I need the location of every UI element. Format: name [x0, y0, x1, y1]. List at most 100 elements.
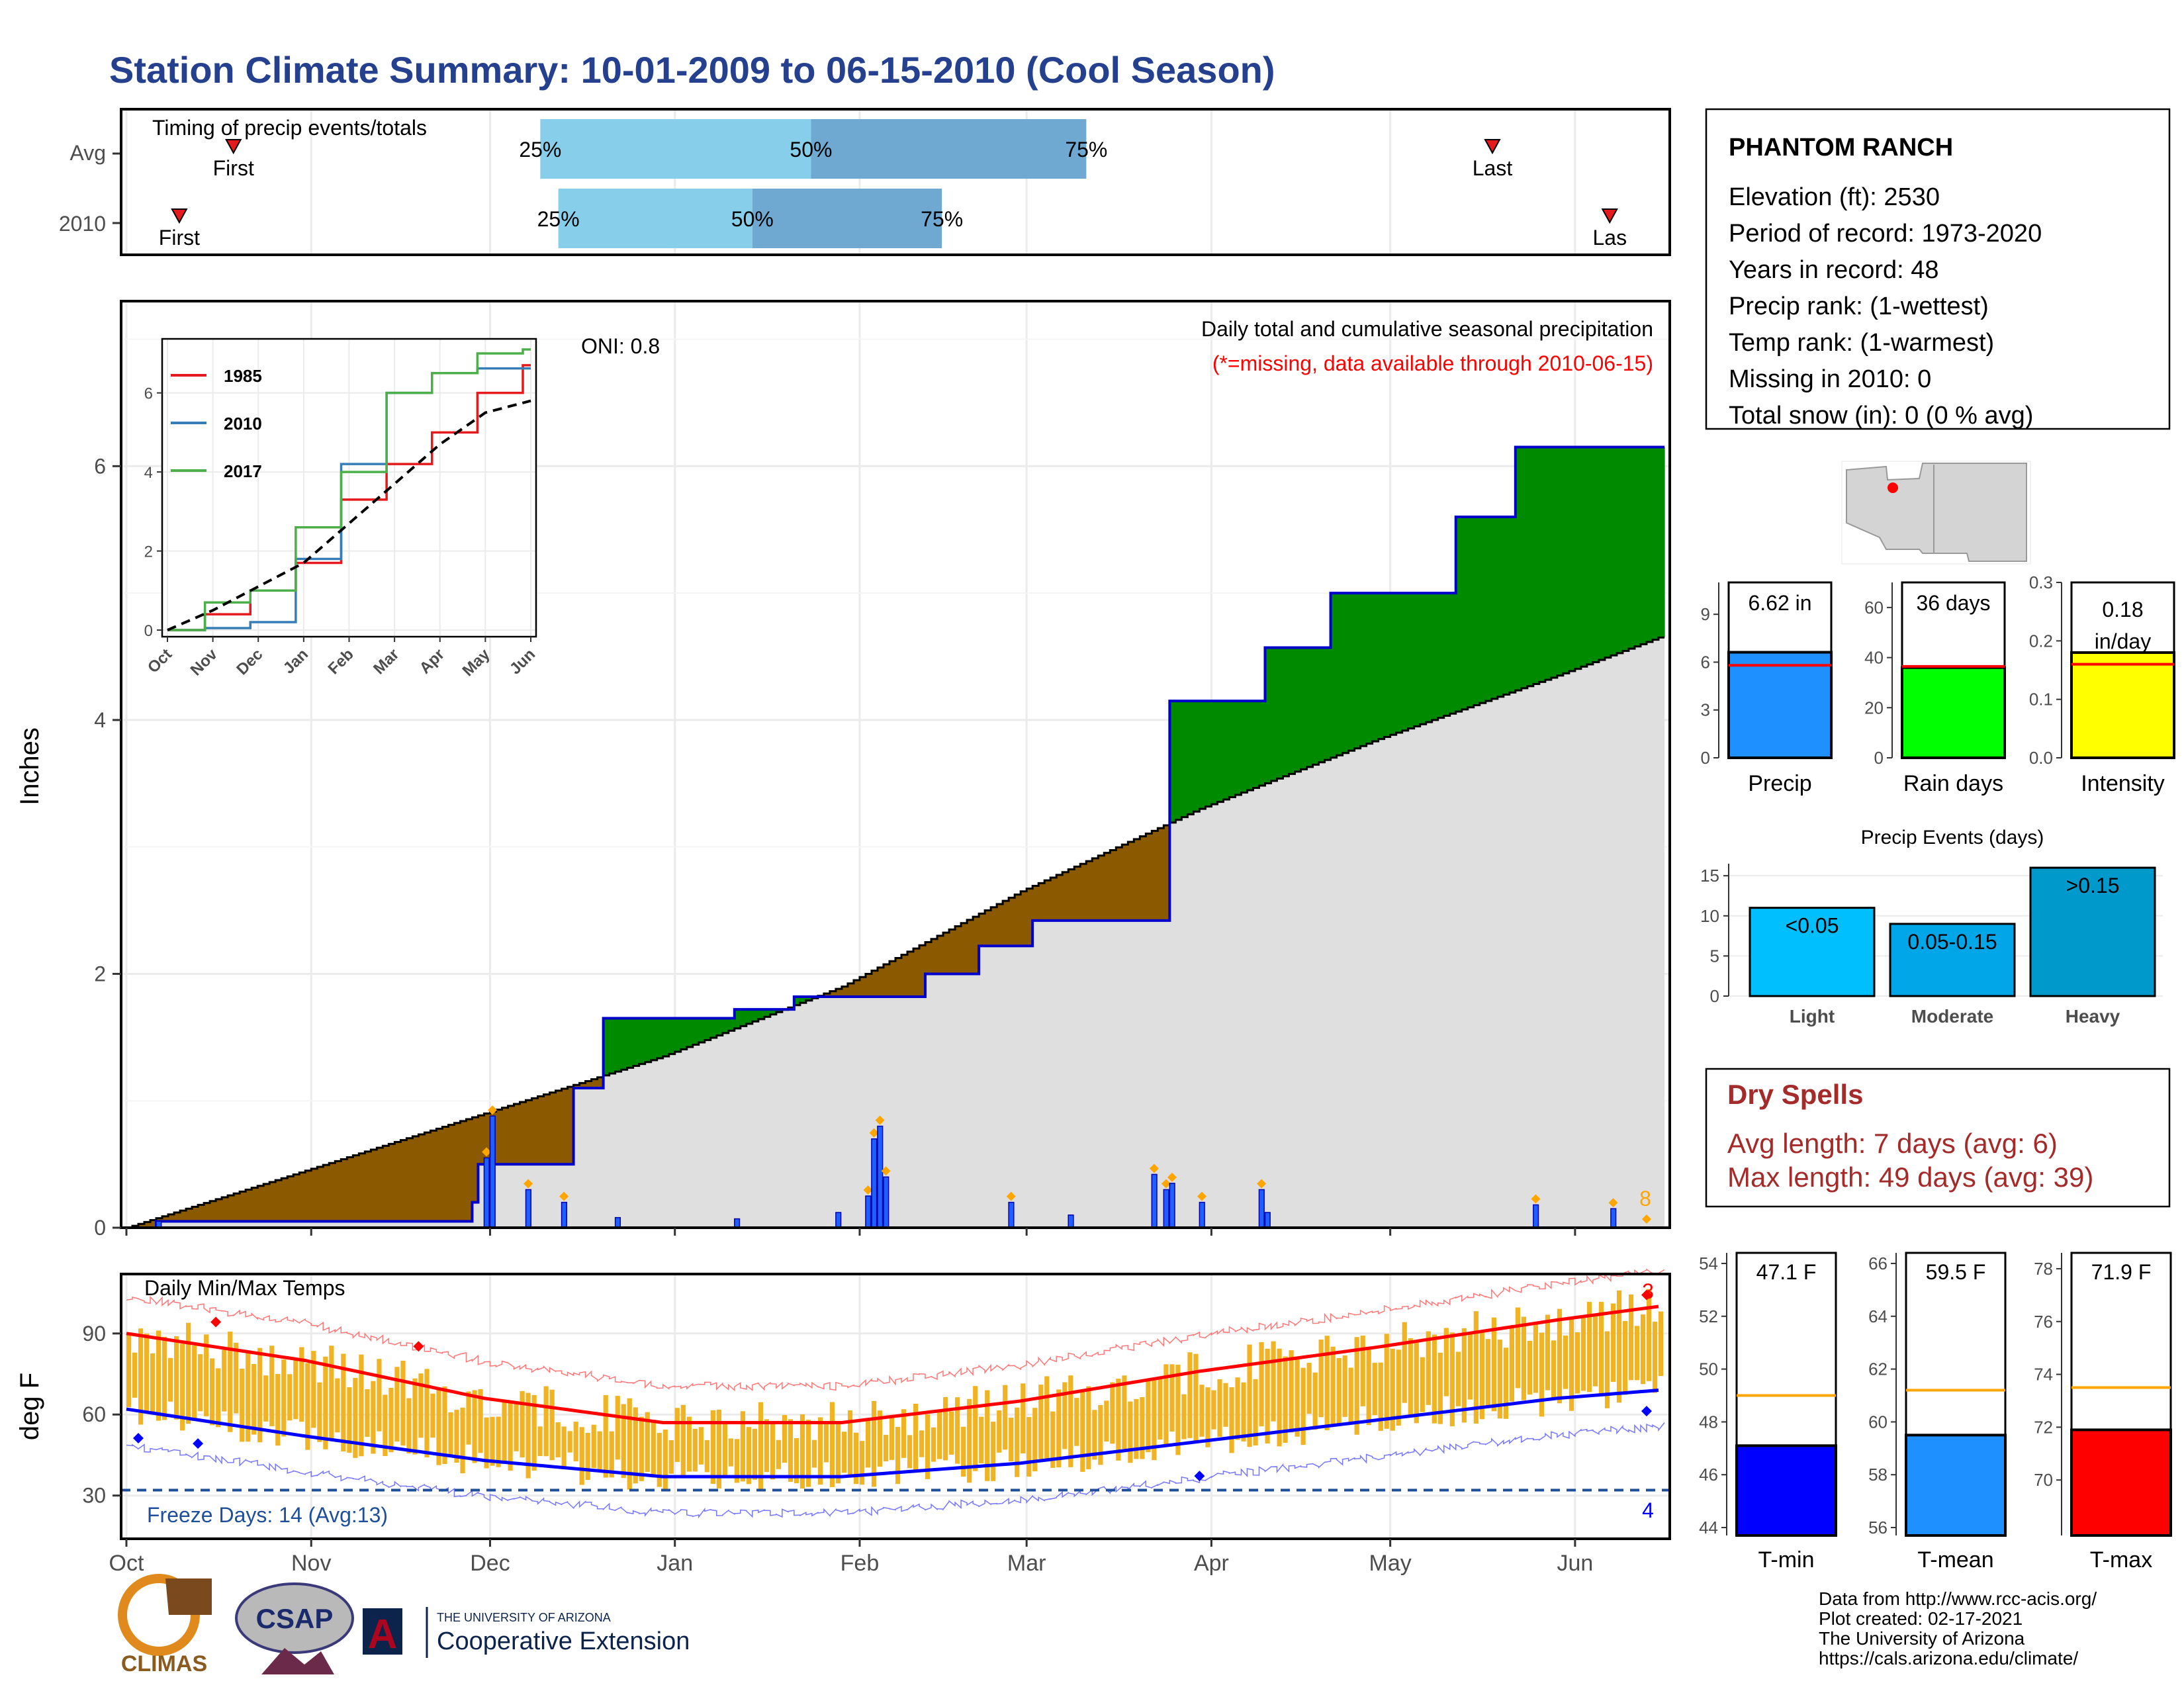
daily-temp-bar	[1658, 1311, 1664, 1377]
daily-temp-bar	[1473, 1311, 1479, 1424]
surplus-fill	[1360, 593, 1367, 747]
daily-temp-bar	[1640, 1314, 1646, 1385]
csap-logo-text: CSAP	[256, 1603, 334, 1634]
daily-temp-bar	[710, 1410, 715, 1484]
daily-temp-bar	[662, 1429, 668, 1490]
inset-legend-2010: 2010	[224, 414, 262, 434]
summary-y-tick-label: 0	[1701, 748, 1710, 768]
daily-precip-bar	[614, 1216, 621, 1228]
deficit-fill	[359, 1153, 365, 1222]
surplus-fill	[1628, 447, 1635, 649]
inset-y-tick-label: 0	[144, 622, 153, 640]
daily-temp-bar	[549, 1389, 555, 1461]
heavy-event-marker	[875, 1115, 885, 1125]
daily-precip-bar	[877, 1125, 884, 1228]
ua-block-a	[363, 1608, 402, 1655]
daily-temp-bar	[847, 1410, 853, 1477]
surplus-fill	[633, 1018, 640, 1066]
daily-temp-bar	[198, 1354, 203, 1412]
daily-temp-bar	[1586, 1302, 1592, 1393]
daily-temp-bar	[1163, 1364, 1169, 1445]
daily-temp-bar	[138, 1328, 144, 1425]
deficit-fill	[377, 1148, 383, 1222]
surplus-fill	[1539, 447, 1546, 682]
avg-cumulative-area	[126, 637, 1664, 1228]
surplus-fill	[1181, 701, 1188, 817]
surplus-fill	[704, 1018, 711, 1040]
daily-precip-bar	[1169, 1183, 1175, 1228]
summary-bar-charts: 0 3 6 9 6.62 in Precip 0 20 40 60 36 days Rain days…	[1701, 572, 2175, 796]
deficit-fill	[973, 917, 979, 974]
daily-temp-bar	[1598, 1302, 1604, 1396]
deficit-fill	[1056, 874, 1063, 921]
timing-panel: 25% 50% 75% First Last 25% 50% 75% First Las Timi…	[59, 108, 1671, 256]
deficit-fill	[1122, 845, 1128, 921]
deficit-fill	[418, 1134, 425, 1222]
daily-temp-bar	[335, 1378, 340, 1433]
surplus-fill	[1253, 701, 1260, 788]
daily-temp-bar	[1455, 1351, 1461, 1406]
daily-temp-bar	[537, 1426, 543, 1456]
summary-bar-precip	[1727, 651, 1833, 759]
daily-temp-bar	[1223, 1383, 1228, 1427]
deficit-fill	[1158, 828, 1164, 921]
timing-pct-50: 50%	[790, 138, 832, 161]
timing-row-label-avg: Avg	[69, 141, 106, 165]
month-tick-label: Dec	[470, 1551, 510, 1576]
temp-summary-charts: 44 46 48 50 52 54 47.1 F T-min 56 58 60 62 64 66 59.5 …	[1699, 1252, 2172, 1573]
surplus-fill	[1348, 593, 1355, 751]
temp-summary-y-tick-label: 78	[2034, 1259, 2053, 1279]
deficit-fill	[299, 1172, 306, 1222]
deficit-fill	[1140, 836, 1146, 921]
timing-pct-25: 25%	[519, 138, 561, 161]
daily-temp-bar	[299, 1347, 304, 1422]
daily-temp-bar	[144, 1333, 150, 1412]
deficit-fill	[1015, 894, 1021, 946]
surplus-fill	[1330, 593, 1338, 758]
record-max-line	[126, 1268, 1665, 1392]
daily-precip-bar	[561, 1201, 567, 1228]
record-low-marker	[133, 1432, 144, 1443]
daily-temp-bar	[1074, 1398, 1079, 1446]
daily-temp-bar	[1265, 1348, 1270, 1444]
surplus-fill	[1372, 593, 1379, 742]
surplus-fill	[740, 1009, 747, 1027]
surplus-fill	[1658, 447, 1665, 638]
deficit-fill	[979, 913, 985, 946]
daily-temp-bar	[901, 1409, 907, 1458]
surplus-fill	[1312, 647, 1320, 765]
events-bar-label: Moderate	[1911, 1006, 1993, 1027]
timing-first-marker	[171, 208, 188, 224]
daily-temp-bar	[1437, 1352, 1443, 1424]
daily-temp-bar	[973, 1386, 978, 1471]
deficit-fill	[997, 903, 1003, 946]
daily-temp-bar	[1569, 1319, 1574, 1411]
surplus-fill	[1420, 593, 1427, 725]
surplus-fill	[716, 1018, 723, 1036]
deficit-fill	[222, 1197, 228, 1222]
daily-precip-bar	[1068, 1214, 1074, 1228]
precip-events-title: Precip Events (days)	[1861, 827, 2044, 848]
surplus-fill	[1336, 593, 1343, 756]
deficit-fill	[293, 1174, 300, 1222]
daily-temp-bar	[1324, 1336, 1330, 1430]
surplus-fill	[639, 1018, 646, 1064]
daily-temp-bar	[1503, 1348, 1508, 1419]
daily-temp-bar	[1515, 1307, 1521, 1389]
temp-summary-y-tick-label: 56	[1868, 1518, 1888, 1537]
min-record-count: 4	[1642, 1498, 1654, 1522]
surplus-fill	[1491, 517, 1498, 699]
daily-temp-bar	[442, 1386, 447, 1465]
deficit-fill	[1092, 858, 1099, 921]
events-bar-label: Heavy	[2066, 1006, 2120, 1027]
surplus-fill	[1509, 517, 1516, 693]
deficit-fill	[210, 1201, 216, 1222]
daily-temp-bar	[1187, 1352, 1193, 1438]
daily-temp-bar	[997, 1410, 1002, 1453]
summary-bar-intensity	[2070, 651, 2175, 759]
station-snow: Total snow (in): 0 (0 % avg)	[1729, 402, 2033, 430]
surplus-fill	[1443, 593, 1451, 716]
daily-temp-bar	[1330, 1346, 1336, 1426]
dry-spells-title: Dry Spells	[1727, 1079, 1863, 1110]
daily-temp-bar	[680, 1404, 686, 1476]
